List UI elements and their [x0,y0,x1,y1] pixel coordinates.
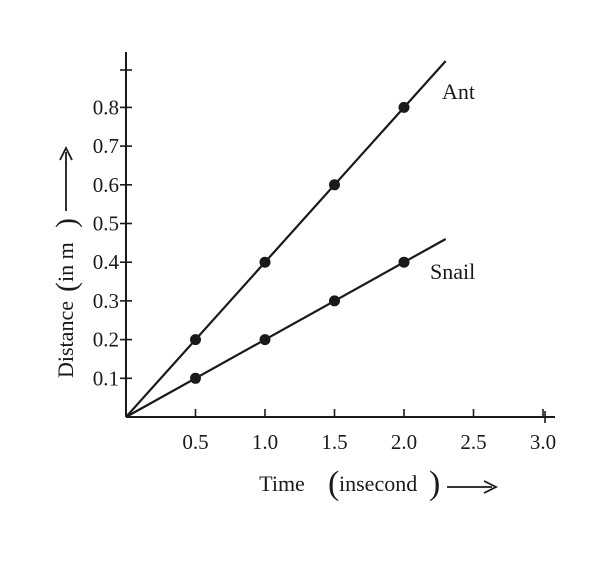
ant-point [190,334,201,346]
snail-point [259,334,271,346]
y-tick-label: 0.6 [93,173,119,197]
y-axis-arrow-icon [59,145,73,211]
y-axis-label: Distance [53,301,78,378]
snail-point [329,295,340,307]
y-tick-label: 0.7 [93,134,119,158]
y-unit-close-paren: ) [50,218,83,228]
axes [120,52,555,423]
ant-line [125,60,447,418]
y-unit-open-paren: ( [50,282,83,292]
y-tick-label: 0.8 [93,95,119,119]
x-axis-label: Time [259,471,305,496]
x-ticks: 0.5 1.0 1.5 2.0 2.5 3.0 [182,409,556,454]
x-unit-open-paren: ( [328,465,339,502]
x-axis-unit: insecond [339,471,417,496]
ant-point [329,179,340,191]
x-tick-label: 0.5 [182,430,208,454]
y-tick-label: 0.1 [93,366,119,390]
snail-series-label: Snail [430,259,475,284]
series-layer: Ant Snail [125,60,475,418]
snail-point [398,256,410,268]
y-tick-label: 0.5 [93,212,119,236]
x-tick-label: 1.0 [252,430,278,454]
snail-line [125,238,447,418]
x-axis-arrow-icon [447,480,499,494]
ant-series-label: Ant [442,79,475,104]
x-tick-label: 1.5 [321,430,347,454]
y-tick-label: 0.2 [93,328,119,352]
snail-point [190,372,201,384]
y-axis-title-group: Distance ( in m ) [50,145,83,378]
x-tick-label: 2.5 [460,430,486,454]
y-tick-label: 0.4 [93,250,120,274]
x-tick-label: 3.0 [530,430,556,454]
y-ticks: 0.1 0.2 0.3 0.4 0.5 0.6 0.7 0.8 [93,95,132,390]
x-tick-label: 2.0 [391,430,417,454]
y-axis-unit: in m [53,242,78,282]
y-tick-label: 0.3 [93,289,119,313]
ant-point [259,256,271,268]
x-unit-close-paren: ) [429,465,440,502]
ant-point [398,101,410,113]
